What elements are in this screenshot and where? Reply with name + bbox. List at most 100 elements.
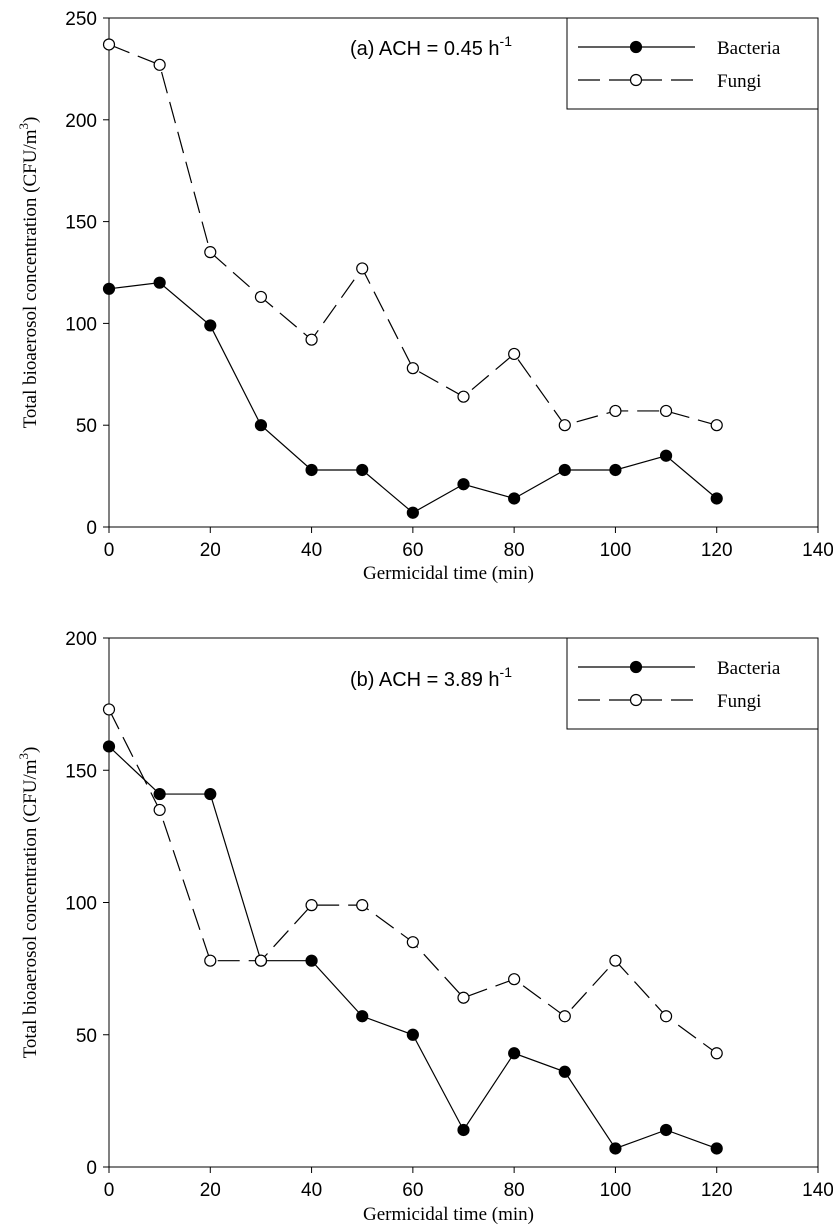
data-point-fungi <box>305 333 318 346</box>
chart-panel-b: 0 20 40 60 80 100 120 140 0 50 100 150 200 Germicidal… <box>16 629 833 1225</box>
x-tick-label: 120 <box>701 1180 733 1201</box>
chart-panel-a: 0 20 40 60 80 100 120 140 0 50 100 150 200 250 Germici… <box>16 9 833 584</box>
x-tick-label: 100 <box>600 540 632 561</box>
panel-title-sup: -1 <box>500 664 513 680</box>
y-axis-label-text: Total bioaerosol concentration (CFU/m <box>20 759 41 1058</box>
y-tick-label: 50 <box>76 1026 97 1047</box>
x-tick-label: 0 <box>104 540 115 561</box>
x-axis-label: Germicidal time (min) <box>363 563 534 584</box>
x-tick-label: 20 <box>200 1180 221 1201</box>
legend-label-bacteria: Bacteria <box>717 38 781 59</box>
data-point-bacteria <box>254 419 268 432</box>
data-point-fungi <box>254 290 268 304</box>
panel-title-text: (a) ACH = 0.45 h <box>350 38 500 60</box>
data-point-fungi <box>204 246 217 259</box>
data-point-fungi <box>457 991 470 1004</box>
data-point-fungi <box>558 1010 571 1023</box>
data-point-fungi <box>153 58 166 71</box>
panel-title-sup: -1 <box>500 33 513 49</box>
x-tick-label: 120 <box>701 540 733 561</box>
data-point-bacteria <box>204 319 217 332</box>
series-line-bacteria <box>108 282 718 514</box>
data-point-fungi <box>305 899 318 912</box>
data-point-bacteria <box>102 282 116 295</box>
x-tick-label: 100 <box>600 1180 632 1201</box>
data-point-fungi <box>406 936 419 949</box>
legend-label-fungi: Fungi <box>717 691 761 712</box>
data-point-fungi <box>102 38 116 51</box>
y-tick-label: 100 <box>65 314 97 335</box>
data-point-bacteria <box>406 1028 419 1041</box>
x-tick-label: 60 <box>402 540 423 561</box>
data-point-bacteria <box>558 1065 571 1078</box>
data-point-fungi <box>406 362 419 375</box>
data-point-bacteria <box>153 787 166 801</box>
y-axis-label-sup: 3 <box>16 123 31 130</box>
y-tick-label: 0 <box>86 518 97 539</box>
data-point-bacteria <box>457 478 470 491</box>
data-point-fungi <box>204 954 217 967</box>
panel-title: (b) ACH = 3.89 h-1 <box>350 664 512 691</box>
x-tick-label: 140 <box>802 1180 833 1201</box>
data-point-bacteria <box>710 1142 723 1155</box>
y-tick-label: 150 <box>65 761 97 782</box>
data-point-bacteria <box>710 492 723 505</box>
data-point-fungi <box>710 1047 723 1060</box>
legend-marker-bacteria <box>629 40 643 54</box>
data-point-bacteria <box>659 1123 673 1137</box>
legend-marker-fungi <box>629 73 643 87</box>
legend-marker-fungi <box>629 693 643 707</box>
plot-frame <box>108 17 819 528</box>
legend-label-bacteria: Bacteria <box>717 658 781 679</box>
y-tick-label: 50 <box>76 416 97 437</box>
data-point-fungi <box>609 954 622 967</box>
x-tick-label: 40 <box>301 540 322 561</box>
data-point-fungi <box>710 419 723 432</box>
y-axis-label-sup: 3 <box>16 753 31 760</box>
data-point-fungi <box>102 703 116 716</box>
data-point-bacteria <box>102 740 116 753</box>
data-point-bacteria <box>356 1010 369 1023</box>
y-axis-label: Total bioaerosol concentration (CFU/m3) <box>16 747 41 1059</box>
data-point-bacteria <box>204 787 217 801</box>
legend-marker-bacteria <box>629 660 643 674</box>
data-point-fungi <box>508 347 521 361</box>
panel-title-text: (b) ACH = 3.89 h <box>350 669 500 691</box>
series-line-fungi <box>108 709 718 1054</box>
y-axis-label-text: Total bioaerosol concentration (CFU/m <box>20 129 41 428</box>
data-point-bacteria <box>457 1123 470 1137</box>
legend-label-fungi: Fungi <box>717 71 761 92</box>
data-point-bacteria <box>305 463 318 477</box>
data-point-fungi <box>457 390 470 403</box>
data-point-bacteria <box>153 276 166 289</box>
data-point-bacteria <box>508 492 521 505</box>
data-point-bacteria <box>558 463 571 477</box>
x-axis-label: Germicidal time (min) <box>363 1204 534 1225</box>
data-point-bacteria <box>305 954 318 967</box>
y-tick-label: 200 <box>65 111 97 132</box>
y-tick-label: 200 <box>65 629 97 650</box>
data-point-fungi <box>356 262 369 275</box>
data-point-bacteria <box>406 506 419 519</box>
y-axis-label-close: ) <box>20 117 41 123</box>
x-tick-label: 140 <box>802 540 833 561</box>
x-tick-label: 60 <box>402 1180 423 1201</box>
y-axis-label-close: ) <box>20 747 41 753</box>
x-tick-label: 80 <box>504 540 525 561</box>
x-tick-label: 40 <box>301 1180 322 1201</box>
data-point-fungi <box>609 404 622 418</box>
data-point-bacteria <box>609 463 622 477</box>
legend-box <box>566 17 819 110</box>
y-tick-label: 0 <box>86 1158 97 1179</box>
data-point-fungi <box>659 1010 673 1023</box>
y-tick-label: 100 <box>65 894 97 915</box>
data-point-bacteria <box>609 1142 622 1155</box>
data-point-fungi <box>254 954 268 967</box>
y-tick-label: 250 <box>65 9 97 30</box>
x-tick-label: 20 <box>200 540 221 561</box>
data-point-bacteria <box>356 463 369 477</box>
data-point-fungi <box>659 404 673 418</box>
data-point-fungi <box>558 419 571 432</box>
data-point-fungi <box>153 803 166 817</box>
data-point-bacteria <box>659 449 673 462</box>
